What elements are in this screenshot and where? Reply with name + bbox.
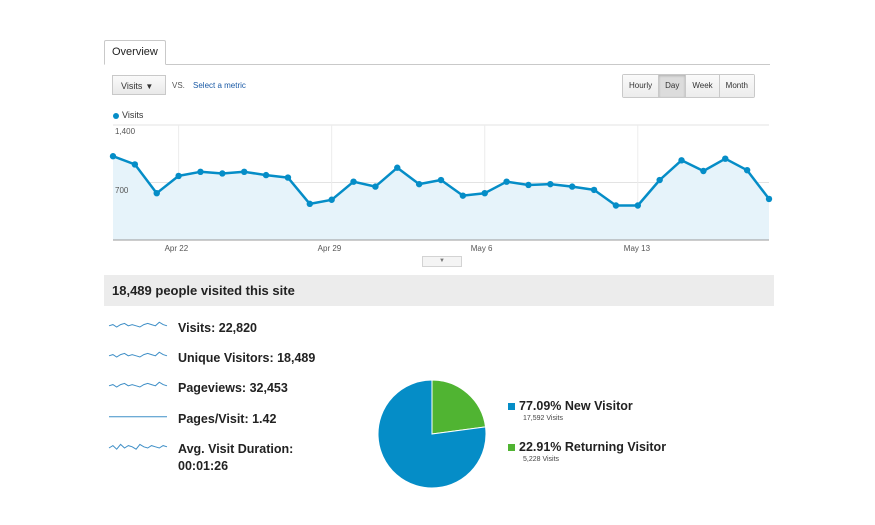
metric-label-line1: Avg. Visit Duration: — [178, 442, 294, 456]
visitor-type-pie-chart — [377, 379, 487, 489]
sparkline-path — [108, 381, 168, 388]
pie-sub-count: 5,228 Visits — [523, 456, 560, 463]
sparkline-icon — [108, 443, 168, 450]
summary-header: 18,489 people visited this site — [104, 275, 774, 306]
granularity-toggle: Hourly Day Week Month — [622, 74, 755, 98]
data-point[interactable] — [372, 183, 379, 190]
tab-strip: Overview — [104, 40, 770, 65]
data-point[interactable] — [481, 189, 488, 197]
chart-legend: Visits — [113, 110, 143, 120]
select-metric-link[interactable]: Select a metric — [193, 81, 246, 90]
data-point[interactable] — [437, 176, 445, 184]
data-point[interactable] — [547, 180, 554, 188]
pie-legend-returning-visitor: 22.91% Returning Visitor 5,228 Visits — [508, 440, 666, 463]
pie-sub-count: 17,592 Visits — [523, 415, 563, 422]
data-point[interactable] — [350, 178, 357, 185]
data-point[interactable] — [743, 166, 751, 174]
data-point[interactable] — [175, 172, 182, 180]
data-point[interactable] — [634, 202, 641, 209]
metric-label: Avg. Visit Duration: 00:01:26 — [178, 442, 293, 474]
chart-resize-handle[interactable]: ▼ — [422, 256, 462, 267]
legend-dot-icon — [113, 112, 119, 119]
metric-label: Visits: 22,820 — [178, 321, 257, 335]
pie-label: Returning Visitor — [564, 440, 667, 454]
data-point[interactable] — [394, 164, 401, 171]
data-point[interactable] — [678, 157, 685, 164]
data-point[interactable] — [590, 186, 598, 194]
sparkline-path — [108, 321, 168, 328]
sparkline-icon — [108, 351, 168, 358]
week-button[interactable]: Week — [686, 75, 720, 97]
data-point[interactable] — [328, 196, 335, 203]
data-point[interactable] — [415, 180, 423, 188]
data-point[interactable] — [197, 168, 204, 176]
data-point[interactable] — [569, 183, 576, 190]
data-point[interactable] — [131, 161, 139, 168]
data-point[interactable] — [525, 181, 532, 189]
data-point[interactable] — [306, 200, 313, 208]
day-button[interactable]: Day — [659, 75, 687, 97]
vs-label: VS. — [172, 81, 185, 90]
sparkline-icon — [109, 416, 167, 418]
metric-dropdown-value: Visits — [121, 81, 143, 91]
data-point[interactable] — [153, 189, 160, 197]
x-tick-label: May 6 — [470, 244, 493, 253]
metric-label-line2: 00:01:26 — [178, 459, 229, 473]
visits-trend-chart — [109, 124, 773, 241]
legend-swatch-icon — [508, 403, 515, 411]
x-tick-label: Apr 22 — [164, 244, 189, 253]
data-point[interactable] — [241, 168, 248, 176]
sparkline-path — [108, 443, 168, 450]
hourly-button[interactable]: Hourly — [623, 75, 660, 97]
data-point[interactable] — [503, 178, 510, 185]
x-tick-label: Apr 29 — [317, 244, 342, 253]
pie-slice-returning-visitor[interactable] — [431, 379, 487, 435]
metric-dropdown[interactable]: Visits ▼ — [112, 75, 166, 95]
data-point[interactable] — [459, 192, 467, 199]
legend-swatch-icon — [508, 444, 515, 452]
metric-label: Unique Visitors: 18,489 — [178, 351, 316, 365]
data-point[interactable] — [262, 171, 270, 179]
data-point[interactable] — [722, 155, 729, 162]
y-tick-label: 1,400 — [115, 127, 136, 136]
pie-label: New Visitor — [564, 399, 633, 413]
pie-percent: 77.09% — [519, 399, 562, 413]
month-button[interactable]: Month — [719, 75, 754, 97]
chevron-down-icon: ▼ — [145, 82, 154, 91]
sparkline-path — [108, 351, 168, 358]
sparkline-icon — [108, 381, 168, 388]
sparkline-icon — [108, 321, 168, 328]
legend-label: Visits — [122, 110, 144, 120]
data-point[interactable] — [656, 176, 663, 184]
data-point[interactable] — [612, 202, 620, 209]
pie-percent: 22.91% — [519, 440, 562, 454]
tab-overview[interactable]: Overview — [104, 40, 166, 65]
metric-label: Pageviews: 32,453 — [178, 381, 288, 395]
pie-legend-new-visitor: 77.09% New Visitor 17,592 Visits — [508, 399, 633, 422]
metric-label: Pages/Visit: 1.42 — [178, 412, 277, 426]
x-tick-label: May 13 — [623, 244, 651, 253]
data-point[interactable] — [109, 153, 117, 160]
summary-title: 18,489 people visited this site — [112, 283, 295, 298]
data-point[interactable] — [219, 170, 226, 177]
y-tick-label: 700 — [115, 186, 129, 195]
data-point[interactable] — [284, 174, 292, 181]
data-point[interactable] — [765, 195, 773, 203]
data-point[interactable] — [700, 167, 707, 175]
pie-slice-new-visitor[interactable] — [377, 379, 487, 489]
